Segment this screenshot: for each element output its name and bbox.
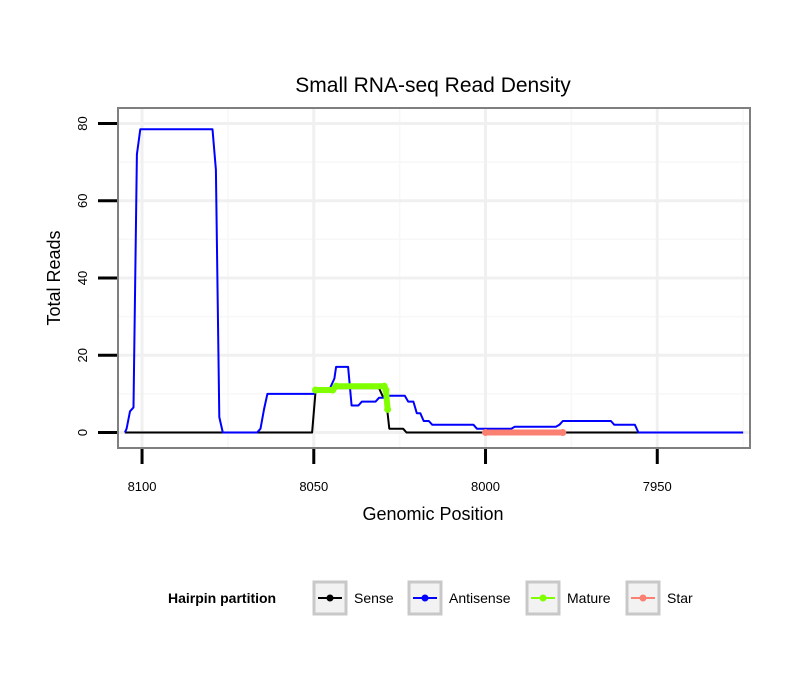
legend-key-dot	[539, 594, 547, 602]
series-point-mature	[384, 405, 392, 413]
x-tick-label: 7950	[643, 479, 672, 494]
x-axis-title: Genomic Position	[362, 504, 503, 524]
legend-label: Sense	[354, 590, 394, 606]
series-line-sense	[124, 387, 744, 434]
series-point-mature	[382, 386, 390, 394]
legend-label: Star	[667, 590, 693, 606]
y-tick-label: 20	[75, 348, 90, 362]
legend-label: Mature	[567, 590, 611, 606]
series-layer	[123, 128, 744, 437]
legend-item-sense: Sense	[312, 580, 394, 616]
y-tick-label: 40	[75, 271, 90, 285]
legend-label: Antisense	[449, 590, 511, 606]
series-line-antisense	[123, 128, 744, 434]
legend-item-star: Star	[625, 580, 693, 616]
legend: Hairpin partition Sense Antisense Mature St…	[168, 580, 693, 616]
legend-item-mature: Mature	[525, 580, 611, 616]
series-point-mature	[312, 386, 319, 394]
x-tick-label: 8050	[299, 479, 328, 494]
legend-key-dot	[421, 594, 429, 602]
x-tick-label: 8100	[128, 479, 157, 494]
legend-items: Sense Antisense Mature Star	[312, 580, 693, 616]
y-tick-label: 0	[75, 429, 90, 436]
y-tick-label: 60	[75, 193, 90, 207]
x-tick-label: 8000	[471, 479, 500, 494]
axes: 8100 8050 8000 7950 0 20 40 60 80	[75, 116, 672, 494]
legend-item-antisense: Antisense	[407, 580, 511, 616]
series-point-star	[482, 429, 490, 437]
y-tick-label: 80	[75, 116, 90, 130]
legend-key-dot	[639, 594, 647, 602]
legend-title: Hairpin partition	[168, 590, 276, 606]
series-point-star	[559, 429, 567, 437]
chart-title: Small RNA-seq Read Density	[295, 74, 571, 97]
series-point-mature	[332, 382, 340, 390]
legend-key-dot	[326, 594, 334, 602]
y-axis-title: Total Reads	[44, 230, 64, 325]
